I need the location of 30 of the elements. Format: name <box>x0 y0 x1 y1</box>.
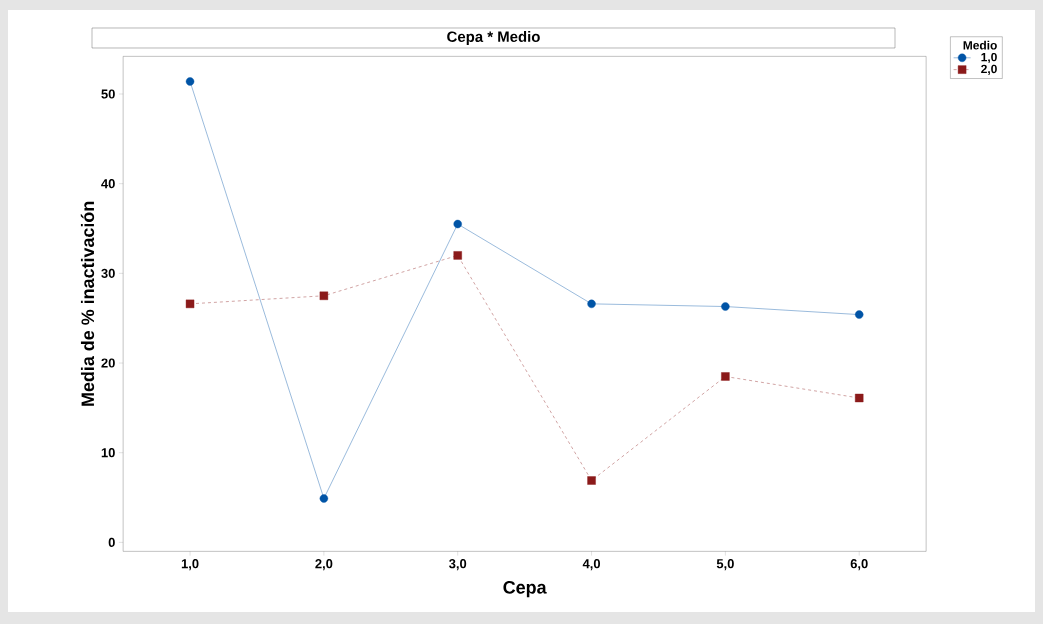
y-tick-label: 50 <box>101 89 115 99</box>
point <box>855 393 864 403</box>
chart-title: Cepa * Medio <box>447 31 540 45</box>
x-tick-label: 1,0 <box>181 559 199 571</box>
y-tick-label: 20 <box>101 358 115 368</box>
x-tick-label: 5,0 <box>716 559 734 571</box>
point <box>453 219 462 229</box>
legend-label: 2,0 <box>981 64 997 75</box>
point <box>587 476 596 485</box>
y-tick-label: 40 <box>101 179 115 189</box>
point <box>855 310 864 319</box>
point <box>319 494 329 503</box>
y-tick-label: 10 <box>101 448 115 458</box>
x-tick-label: 2,0 <box>315 559 333 571</box>
point <box>185 299 195 309</box>
y-tick-label: 0 <box>108 537 115 547</box>
legend-title: Medio <box>963 40 997 50</box>
x-tick-label: 4,0 <box>582 559 601 571</box>
point <box>319 291 329 300</box>
x-axis-title: Cepa <box>503 581 547 598</box>
point <box>721 302 730 311</box>
y-axis-title: Media de % inactivación <box>80 201 95 406</box>
point <box>721 372 730 381</box>
legend-label: 1,0 <box>981 52 997 64</box>
point <box>185 77 195 86</box>
point <box>453 251 462 260</box>
point <box>587 299 596 309</box>
x-tick-label: 6,0 <box>850 559 868 571</box>
y-tick-label: 30 <box>101 268 115 278</box>
x-tick-label: 3,0 <box>449 559 467 571</box>
